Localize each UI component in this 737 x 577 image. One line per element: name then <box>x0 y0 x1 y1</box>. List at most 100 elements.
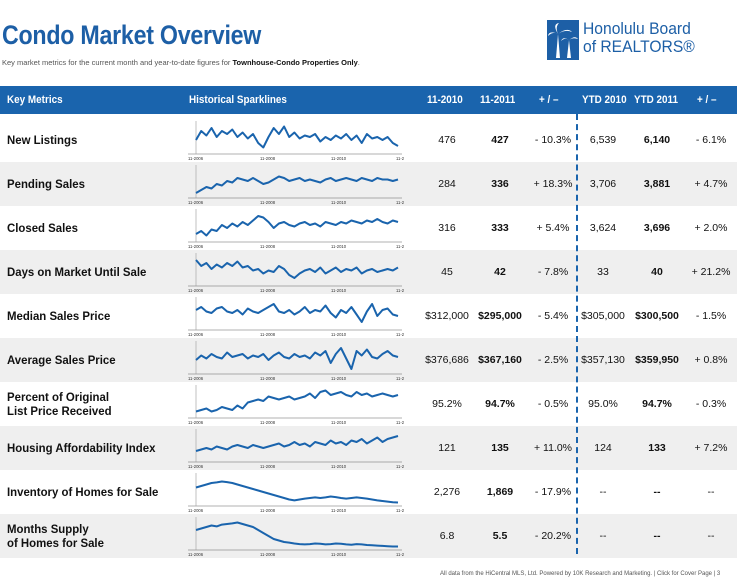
sparkline-tick-label: 11-2008 <box>260 508 276 513</box>
metric-value-m-prev: $376,686 <box>425 354 469 366</box>
sparkline-tick-label: 11-2011 <box>396 420 404 425</box>
sparkline-series <box>195 259 399 279</box>
metric-value-y-chg: + 2.0% <box>694 222 728 234</box>
sparkline-tick-label: 11-2008 <box>260 200 276 205</box>
metric-value-m-curr: 336 <box>491 178 509 190</box>
sparkline-tick-label: 11-2011 <box>396 156 404 161</box>
metric-row: New Listings 11-2006 11-2008 11-2010 11-2011… <box>0 118 737 162</box>
metric-value-y-curr: 133 <box>648 442 666 454</box>
sparkline-tick-label: 11-2011 <box>396 288 404 293</box>
sparkline-tick-label: 11-2006 <box>188 332 204 337</box>
metric-label: Months Supply of Homes for Sale <box>7 522 104 550</box>
sparkline-series <box>195 435 399 452</box>
metric-value-m-curr: 1,869 <box>486 486 514 498</box>
sparkline-chart: 11-2006 11-2008 11-2010 11-2011 <box>188 517 404 557</box>
metric-value-y-chg: -- <box>707 530 715 542</box>
sparkline-tick-label: 11-2006 <box>188 288 204 293</box>
sparkline-tick-label: 11-2011 <box>396 200 404 205</box>
sparkline-tick-label: 11-2008 <box>260 464 276 469</box>
sparkline-chart: 11-2006 11-2008 11-2010 11-2011 <box>188 385 404 425</box>
sparkline-tick-label: 11-2011 <box>396 332 404 337</box>
metric-row: Median Sales Price 11-2006 11-2008 11-2010 1… <box>0 294 737 338</box>
metric-value-y-prev: 33 <box>597 266 609 278</box>
sparkline-tick-label: 11-2010 <box>331 332 347 337</box>
metric-value-y-prev: $357,130 <box>581 354 625 366</box>
sparkline-tick-label: 11-2010 <box>331 156 347 161</box>
metric-value-y-prev: 124 <box>594 442 612 454</box>
metric-value-m-chg: + 5.4% <box>536 222 570 234</box>
sparkline-tick-label: 11-2011 <box>396 464 404 469</box>
metric-value-y-chg: + 21.2% <box>691 266 731 278</box>
sparkline-tick-label: 11-2011 <box>396 244 404 249</box>
metric-value-m-prev: 316 <box>438 222 456 234</box>
metric-value-y-curr: $359,950 <box>635 354 679 366</box>
metric-row: Inventory of Homes for Sale 11-2006 11-200… <box>0 470 737 514</box>
metric-value-m-chg: - 0.5% <box>537 398 569 410</box>
col-ytd-change: + / – <box>697 94 717 106</box>
metric-value-m-curr: 42 <box>494 266 506 278</box>
col-month-curr: 11-2011 <box>480 94 516 106</box>
sparkline-series <box>195 389 399 413</box>
sparkline-chart: 11-2006 11-2008 11-2010 11-2011 <box>188 429 404 469</box>
sparkline-tick-label: 11-2006 <box>188 552 204 557</box>
metric-value-y-prev: $305,000 <box>581 310 625 322</box>
sparkline-tick-label: 11-2010 <box>331 508 347 513</box>
metric-row: Pending Sales 11-2006 11-2008 11-2010 11-201… <box>0 162 737 206</box>
metric-value-y-prev: 3,624 <box>589 222 617 234</box>
sparkline-series <box>195 125 399 149</box>
metric-label: Average Sales Price <box>7 353 116 367</box>
sparkline-series <box>195 175 399 194</box>
col-month-prev: 11-2010 <box>427 94 463 106</box>
metric-row: Housing Affordability Index 11-2006 11-200… <box>0 426 737 470</box>
metric-value-y-curr: 6,140 <box>643 134 671 146</box>
metric-value-m-chg: - 20.2% <box>534 530 572 542</box>
metric-value-m-prev: 45 <box>441 266 453 278</box>
sparkline-chart: 11-2006 11-2008 11-2010 11-2011 <box>188 165 404 205</box>
sparkline-tick-label: 11-2008 <box>260 552 276 557</box>
sparkline-series <box>195 521 398 548</box>
metric-row: Days on Market Until Sale 11-2006 11-2008 1… <box>0 250 737 294</box>
sparkline-chart: 11-2006 11-2008 11-2010 11-2011 <box>188 341 404 381</box>
sparkline-tick-label: 11-2006 <box>188 244 204 249</box>
col-month-change: + / – <box>539 94 559 106</box>
metric-value-m-curr: 94.7% <box>485 398 515 410</box>
palm-tree-icon <box>547 20 579 60</box>
sparkline-chart: 11-2006 11-2008 11-2010 11-2011 <box>188 209 404 249</box>
sparkline-tick-label: 11-2010 <box>331 376 347 381</box>
sparkline-tick-label: 11-2008 <box>260 288 276 293</box>
sparkline-series <box>195 215 399 237</box>
sparkline-tick-label: 11-2006 <box>188 156 204 161</box>
sparkline-tick-label: 11-2008 <box>260 244 276 249</box>
sparkline-chart: 11-2006 11-2008 11-2010 11-2011 <box>188 253 404 293</box>
sparkline-tick-label: 11-2011 <box>396 508 404 513</box>
sparkline-chart: 11-2006 11-2008 11-2010 11-2011 <box>188 473 404 513</box>
metric-value-y-prev: 95.0% <box>588 398 618 410</box>
metric-value-m-prev: 2,276 <box>433 486 461 498</box>
sparkline-series <box>195 347 399 370</box>
metric-label: Percent of Original List Price Received <box>7 390 112 418</box>
metric-row: Percent of Original List Price Received 1… <box>0 382 737 426</box>
sparkline-tick-label: 11-2008 <box>260 376 276 381</box>
metric-label: Pending Sales <box>7 177 85 191</box>
metric-label: New Listings <box>7 133 78 147</box>
metric-value-y-curr: -- <box>653 530 661 542</box>
sparkline-tick-label: 11-2010 <box>331 200 347 205</box>
sparkline-tick-label: 11-2010 <box>331 244 347 249</box>
metric-label: Housing Affordability Index <box>7 441 156 455</box>
sparkline-chart: 11-2006 11-2008 11-2010 11-2011 <box>188 297 404 337</box>
metric-value-y-curr: 3,881 <box>643 178 671 190</box>
col-ytd-prev: YTD 2010 <box>582 94 627 106</box>
metric-value-y-curr: -- <box>653 486 661 498</box>
metric-value-m-prev: 6.8 <box>439 530 455 542</box>
metric-row: Average Sales Price 11-2006 11-2008 11-2010… <box>0 338 737 382</box>
sparkline-tick-label: 11-2006 <box>188 376 204 381</box>
sparkline-tick-label: 11-2010 <box>331 420 347 425</box>
metric-value-m-prev: 476 <box>438 134 456 146</box>
metric-value-m-prev: 121 <box>438 442 456 454</box>
metric-value-y-chg: + 7.2% <box>694 442 728 454</box>
metric-row: Closed Sales 11-2006 11-2008 11-2010 11-2011… <box>0 206 737 250</box>
col-historical-sparklines: Historical Sparklines <box>189 94 287 106</box>
metric-value-m-chg: + 18.3% <box>533 178 573 190</box>
sparkline-chart: 11-2006 11-2008 11-2010 11-2011 <box>188 121 404 161</box>
sparkline-series <box>195 480 399 504</box>
